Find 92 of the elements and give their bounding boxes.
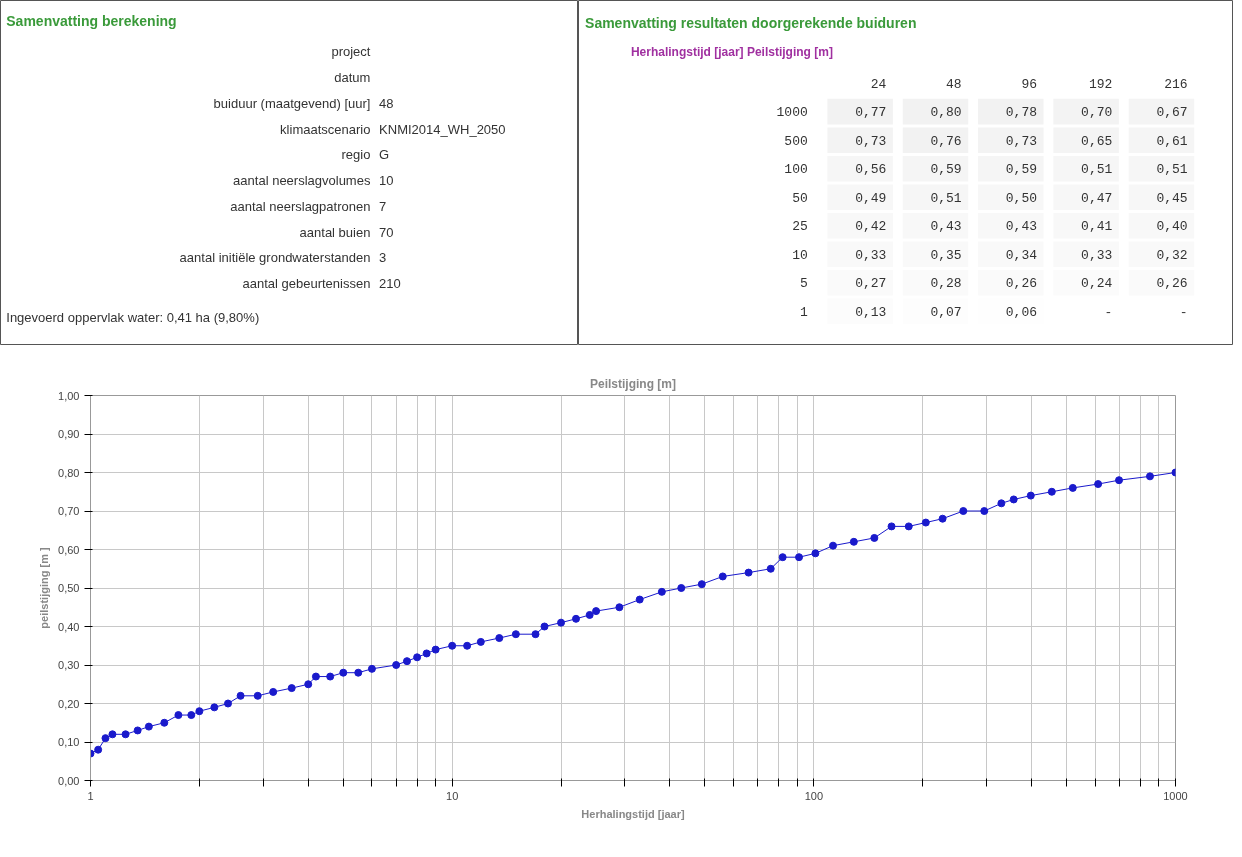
data-label: 0,40 [1156, 219, 1188, 235]
data-label: 0,06 [1005, 304, 1038, 320]
y-tick-label: 1,00 [58, 389, 80, 402]
x-tick-label: 48 [946, 76, 962, 92]
text: 3 [379, 250, 387, 266]
data-label: 0,28 [930, 276, 962, 292]
data-label: 0,65 [1081, 133, 1113, 149]
data-label: 0,24 [1081, 276, 1113, 292]
x-tick-label: 24 [870, 76, 887, 92]
y-tick-label: 0,20 [58, 697, 80, 710]
y-axis-title: peilstijging [m ] [38, 547, 51, 629]
y-tick-label: 10 [792, 247, 808, 263]
data-label: 0,76 [930, 133, 962, 149]
x-tick-label: 1 [87, 789, 94, 802]
data-label: 0,35 [930, 247, 962, 263]
x-tick-label: 10 [446, 789, 459, 802]
category-label: buiduur (maatgevend) [uur] [213, 95, 371, 111]
y-tick-label: 0,50 [58, 582, 80, 594]
text: 7 [379, 198, 387, 214]
text: Samenvatting berekening [6, 13, 177, 30]
category-label: aantal initiële grondwaterstanden [179, 250, 371, 266]
text: 48 [379, 95, 394, 111]
text: Ingevoerd oppervlak water: 0,41 ha (9,80%) [6, 309, 260, 325]
text: Herhalingstijd [jaar] Peilstijging [m] [630, 44, 833, 59]
category-label: aantal neerslagvolumes [233, 173, 371, 189]
y-tick-label: 50 [792, 190, 808, 206]
data-label: 0,47 [1081, 190, 1113, 206]
category-label: regio [341, 147, 371, 163]
data-label: 0,43 [1005, 219, 1038, 235]
y-tick-label: 100 [784, 162, 808, 178]
data-label: 0,43 [930, 219, 962, 235]
data-label: 0,61 [1156, 133, 1188, 149]
data-label: 0,42 [855, 219, 887, 235]
category-label: datum [334, 70, 371, 86]
data-label: 0,77 [855, 105, 887, 121]
data-label: 0,70 [1081, 105, 1113, 121]
y-tick-label: 1000 [776, 105, 808, 121]
data-label: 0,07 [930, 304, 962, 320]
category-label: klimaatscenario [280, 121, 371, 137]
y-tick-label: 0,00 [58, 774, 80, 787]
data-label: 0,67 [1156, 105, 1188, 121]
data-label: 0,33 [1081, 247, 1113, 263]
data-label: 0,59 [1005, 162, 1038, 178]
y-tick-label: 0,40 [58, 620, 80, 633]
x-axis-title: Herhalingstijd [jaar] [581, 807, 685, 820]
y-tick-label: 1 [799, 304, 808, 320]
x-tick-label: 1000 [1163, 789, 1188, 802]
x-tick-label: 192 [1088, 76, 1113, 92]
data-label: 0,59 [930, 162, 962, 178]
text: KNMI2014_WH_2050 [379, 121, 506, 137]
data-label: 0,51 [930, 190, 962, 206]
data-label: 0,45 [1156, 190, 1188, 206]
data-label: 0,33 [855, 247, 887, 263]
text: 10 [379, 173, 394, 189]
category-label: project [331, 44, 371, 60]
y-tick-label: 0,90 [58, 428, 80, 440]
y-tick-label: 0,60 [58, 543, 80, 556]
data-label: 0,32 [1156, 247, 1188, 263]
y-tick-label: 0,10 [58, 736, 80, 748]
x-tick-label: 96 [1021, 76, 1038, 92]
text: 70 [379, 224, 394, 240]
data-label: 0,26 [1005, 276, 1038, 292]
text: G [379, 147, 390, 163]
data-label: 0,73 [1005, 133, 1038, 149]
y-tick-label: 0,30 [58, 659, 80, 671]
category-label: aantal gebeurtenissen [242, 276, 371, 292]
data-label: 0,50 [1005, 190, 1038, 206]
y-tick-label: 0,70 [58, 505, 80, 517]
data-label: 0,51 [1081, 162, 1113, 178]
text: - [1179, 304, 1188, 320]
data-label: 0,51 [1156, 162, 1188, 178]
data-label: 0,78 [1005, 105, 1038, 121]
y-tick-label: 0,80 [58, 466, 80, 479]
data-label: 0,26 [1156, 276, 1188, 292]
data-label: 0,56 [855, 162, 887, 178]
data-label: 0,80 [930, 105, 962, 121]
chart-title: Samenvatting resultaten doorgerekende buiduren [585, 15, 917, 32]
category-label: aantal buien [299, 224, 371, 240]
data-label: 0,41 [1081, 219, 1113, 235]
text: - [1104, 304, 1113, 320]
data-label: 0,73 [855, 133, 887, 149]
data-label: 0,49 [855, 190, 887, 206]
data-label: 0,34 [1005, 247, 1038, 263]
y-tick-label: 25 [792, 219, 808, 235]
y-tick-label: 5 [799, 276, 808, 292]
category-label: aantal neerslagpatronen [230, 198, 371, 214]
data-label: 0,13 [855, 304, 887, 320]
text: 210 [379, 276, 401, 292]
y-tick-label: 500 [784, 133, 808, 149]
x-tick-label: 216 [1164, 76, 1188, 92]
chart-title: Peilstijging [m] [590, 376, 677, 391]
data-label: 0,27 [855, 276, 887, 292]
